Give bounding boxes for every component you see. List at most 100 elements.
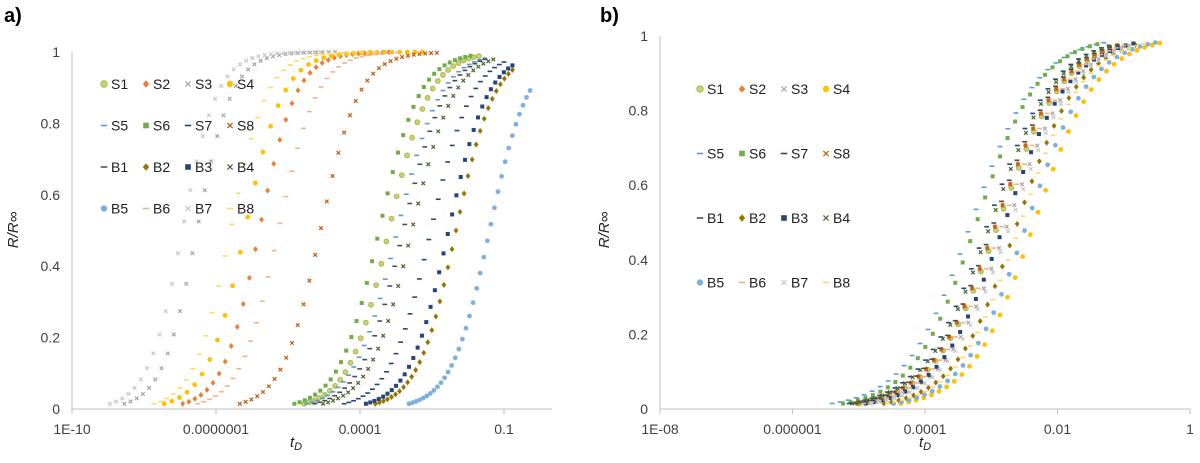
panel-a-point-b4: [355, 380, 361, 386]
panel-a-series-s2: [180, 49, 392, 407]
panel-a-point-s6: [458, 56, 463, 61]
panel-b-series-b2: [881, 41, 1138, 407]
panel-b-point-b7: [1020, 186, 1026, 192]
panel-a-legend-label-b7: B7: [195, 201, 212, 217]
panel-b-point-b5: [1037, 183, 1043, 189]
panel-a-legend-label-s8: S8: [237, 118, 254, 134]
panel-b-point-b4: [993, 207, 998, 213]
panel-b-point-b5: [960, 362, 966, 368]
panel-b-point-b5: [1022, 228, 1027, 233]
panel-b-point-s6: [1020, 105, 1025, 110]
panel-a-point-s2: [259, 216, 264, 223]
panel-a-y-tick-label: 0.6: [41, 187, 61, 203]
panel-a-point-b3: [419, 333, 424, 338]
panel-b-chart: 1E-08 0.000001 0.0001 0.01 1 0 0.2 0.4 0.6 0.8 1 S…: [596, 28, 1194, 453]
panel-b-point-s6: [975, 217, 980, 222]
panel-b-point-b2: [999, 263, 1005, 270]
panel-a-point-b4: [350, 385, 356, 391]
panel-a-legend-marker-s6: [143, 122, 149, 129]
panel-b-point-b2: [985, 301, 990, 308]
panel-a-legend-marker-b3: [185, 164, 191, 170]
panel-b-point-b7: [960, 336, 965, 342]
panel-a-point-b2: [409, 373, 415, 380]
panel-a-point-b7: [181, 219, 187, 224]
panel-b-point-s6: [930, 331, 935, 336]
panel-a-point-b2: [453, 227, 459, 234]
panel-a-legend-item-s5: S5: [100, 118, 128, 134]
panel-a-point-b7: [262, 52, 267, 58]
panel-a-point-b4: [426, 162, 431, 167]
panel-b-point-s3: [1065, 86, 1071, 92]
panel-b-point-s4: [982, 342, 988, 347]
panel-a-point-s1: [476, 53, 482, 59]
panel-a-point-b4: [370, 357, 376, 362]
panel-b-point-b2: [933, 379, 939, 386]
panel-a-point-s8: [289, 340, 295, 346]
panel-b-point-s6: [998, 154, 1003, 159]
panel-b-series-s5: [829, 41, 1107, 405]
panel-a-point-b2: [445, 264, 451, 271]
panel-b-point-s4: [1088, 87, 1094, 93]
panel-a-point-s8: [295, 322, 301, 328]
panel-b-point-b4: [1023, 130, 1029, 136]
panel-a-y-tick-label: 0: [52, 401, 60, 417]
panel-b-point-b7: [1051, 115, 1056, 120]
panel-a-point-s3: [159, 366, 164, 371]
panel-a-y-tick-label: 0.8: [41, 115, 61, 131]
panel-b-point-b4: [1046, 89, 1051, 95]
panel-a-point-b4: [471, 68, 476, 73]
panel-a-point-b5: [513, 121, 519, 127]
panel-b-legend-item-s8: S8: [822, 146, 850, 162]
panel-b-legend-label-s5: S5: [707, 146, 724, 162]
panel-b-point-s4: [1134, 47, 1140, 53]
panel-a-point-s4: [237, 249, 243, 255]
panel-a-point-s6: [349, 334, 354, 339]
panel-b-legend-label-b4: B4: [833, 210, 850, 226]
panel-b-point-b4: [933, 348, 938, 354]
panel-b-point-b5: [1006, 271, 1012, 277]
panel-a-point-s8: [347, 112, 353, 118]
panel-a-point-s2: [295, 87, 301, 94]
panel-b-point-b3: [989, 256, 994, 261]
panel-b-legend-label-s7: S7: [791, 146, 808, 162]
panel-a-point-b4: [451, 93, 456, 99]
panel-a-point-s8: [324, 199, 329, 204]
panel-a-point-b7: [281, 50, 286, 56]
panel-a-point-b4: [431, 144, 436, 150]
panel-b-legend-marker-s1: [696, 85, 704, 93]
panel-a-marks: [107, 49, 533, 407]
panel-b-legend-label-b3: B3: [791, 210, 808, 226]
panel-b-point-b2: [948, 365, 953, 372]
panel-b-point-s6: [938, 316, 943, 321]
panel-b-legend-item-b5: B5: [696, 275, 724, 291]
panel-a-point-b5: [435, 384, 440, 390]
panel-b-x-tick-label: 1: [1186, 421, 1194, 437]
panel-a-point-s4: [199, 371, 205, 377]
panel-a-point-b2: [449, 246, 455, 253]
panel-a-point-b7: [169, 281, 175, 287]
panel-a-point-b2: [433, 313, 439, 320]
panel-a-point-s1: [440, 71, 446, 78]
panel-a-point-s6: [427, 77, 432, 82]
panel-a-point-b5: [506, 145, 512, 151]
panel-a-point-s8: [388, 58, 393, 64]
panel-a-point-b2: [461, 190, 467, 197]
panel-a-point-b2: [457, 208, 463, 215]
panel-a-point-s3: [190, 251, 195, 256]
panel-a-point-s3: [258, 58, 263, 63]
panel-b-point-b7: [1096, 58, 1101, 63]
panel-a-point-s6: [432, 71, 437, 76]
panel-a-series-b3: [363, 63, 515, 406]
panel-b-point-s8: [977, 266, 982, 272]
panel-a-point-s8: [266, 384, 272, 389]
panel-a-point-s1: [337, 376, 344, 383]
panel-b-point-s3: [1050, 111, 1055, 116]
panel-a-point-s1: [409, 134, 416, 141]
panel-a-point-b5: [509, 133, 515, 139]
panel-b-point-s4: [1043, 187, 1049, 193]
panel-a-point-b7: [243, 58, 249, 63]
panel-a-legend-item-b5: B5: [100, 201, 128, 217]
panel-b-series-b6: [861, 44, 1127, 405]
panel-b-point-s4: [1104, 68, 1109, 74]
panel-b-point-b7: [922, 381, 928, 386]
